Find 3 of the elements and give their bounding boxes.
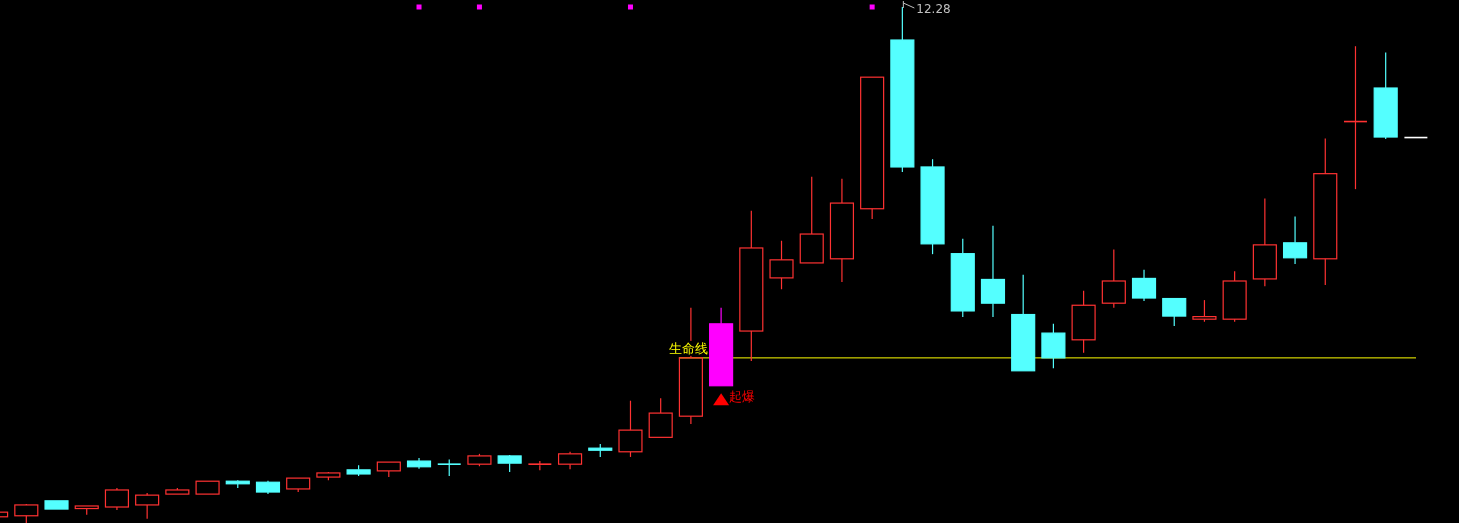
series-label: 起爆 <box>729 389 756 405</box>
ref-line-label: 生命线 <box>668 340 708 356</box>
annotation: 12.28 <box>916 2 951 16</box>
